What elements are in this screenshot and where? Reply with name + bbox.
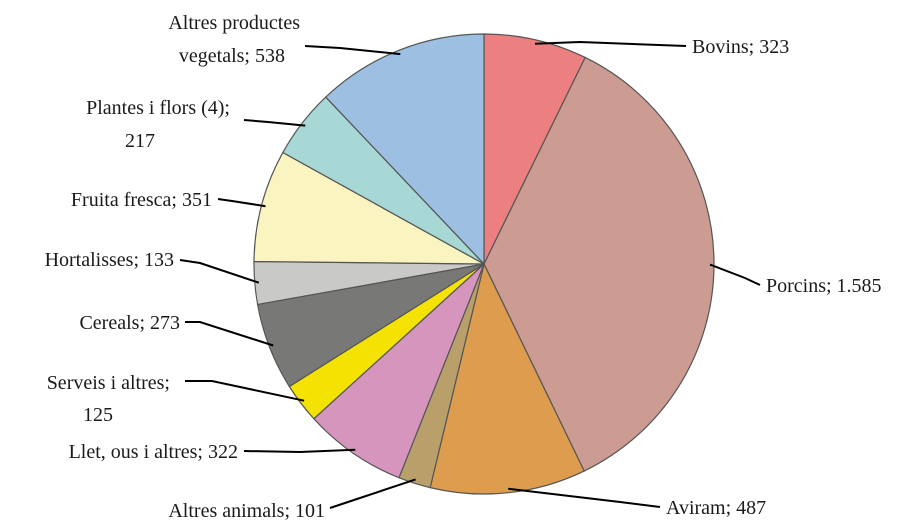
label-altres-animals: Altres animals; 101 (168, 500, 325, 522)
label-fruita-fresca: Fruita fresca; 351 (71, 189, 212, 211)
label-plantes-i-flors-4: Plantes i flors (4); 217 (86, 97, 230, 152)
leader-hortalisses (179, 259, 260, 284)
leader-fruita-fresca (217, 198, 266, 208)
slice-altres-productes (324, 33, 485, 266)
label-aviram: Aviram; 487 (666, 497, 766, 519)
pie-slices (253, 33, 715, 495)
label-hortalisses: Hortalisses; 133 (45, 249, 174, 271)
leader-aviram (508, 487, 661, 508)
leader-cereals (185, 321, 274, 347)
leader-porcins (709, 263, 761, 286)
slice-bovins (483, 33, 586, 265)
leader-plantes-i-flors-4 (243, 119, 306, 127)
label-cereals: Cereals; 273 (79, 312, 180, 334)
label-bovins: Bovins; 323 (692, 36, 789, 58)
slice-aviram (429, 262, 585, 495)
label-llet-ous-i-altres: Llet, ous i altres; 322 (69, 441, 238, 463)
slice-llet-ous-i-altres (312, 263, 485, 479)
label-serveis-i-altres: Serveis i altres; 125 (47, 372, 170, 426)
slice-labels: Bovins; 323 Porcins; 1.585 Aviram; 487 Altr… (45, 12, 882, 522)
label-porcins: Porcins; 1.585 (766, 275, 882, 297)
leader-llet-ous-i-altres (243, 448, 356, 454)
leader-bovins (534, 40, 687, 47)
leader-lines (179, 40, 761, 509)
label-altres-productes: Altres productes vegetals; 538 (168, 12, 300, 67)
leader-serveis-i-altres (185, 380, 305, 402)
leader-altres-animals (329, 478, 416, 509)
slice-porcins (483, 56, 715, 472)
leader-altres-productes (304, 45, 401, 56)
